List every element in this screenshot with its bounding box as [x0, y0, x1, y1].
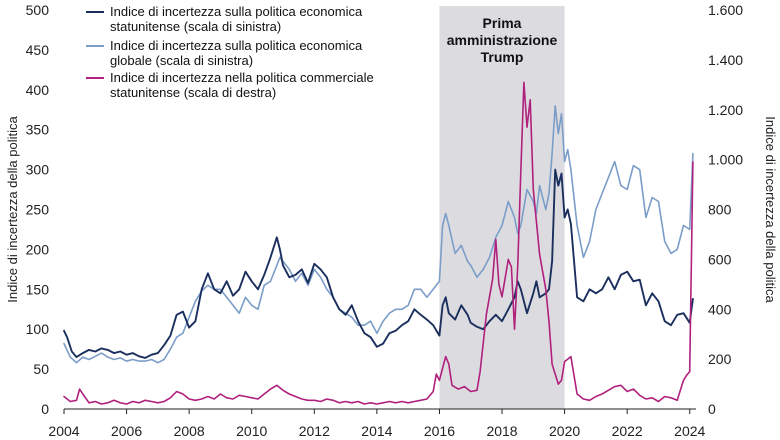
- y-right-tick-label: 1.400: [708, 52, 743, 68]
- y-left-tick-label: 50: [33, 361, 49, 377]
- trump-administration-band: [439, 6, 565, 409]
- legend-label: Indice di incertezza sulla politica econ…: [110, 4, 363, 19]
- x-tick-label: 2012: [299, 423, 330, 439]
- legend-label: Indice di incertezza sulla politica econ…: [110, 38, 363, 53]
- shaded-region-label: Prima: [483, 15, 522, 31]
- y-left-tick-label: 350: [26, 122, 50, 138]
- y-right-tick-label: 0: [708, 401, 716, 417]
- x-tick-label: 2020: [549, 423, 580, 439]
- y-right-tick-label: 400: [708, 301, 732, 317]
- axis-layer: 2004 2006 2008 2010 2012 2014 2016 2018 2020 2022…: [5, 2, 778, 439]
- x-tick-label: 2014: [361, 423, 392, 439]
- y-right-axis-title: Indice di incertezza della politica: [763, 116, 778, 303]
- x-tick-label: 2006: [111, 423, 142, 439]
- y-left-axis-title: Indice di incertezza della politica: [5, 116, 20, 303]
- legend: Indice di incertezza sulla politica econ…: [86, 4, 374, 100]
- y-right-tick-label: 800: [708, 202, 732, 218]
- legend-label: statunitense (scala di destra): [110, 85, 276, 100]
- y-right-tick-label: 600: [708, 251, 732, 267]
- y-right-tick-label: 1.600: [708, 2, 743, 18]
- series-line-1: [63, 105, 694, 364]
- legend-label: globale (scala di sinistra): [110, 53, 253, 68]
- shaded-region-label: amministrazione: [447, 32, 558, 48]
- x-tick-label: 2024: [674, 423, 705, 439]
- series-line-2: [63, 81, 694, 405]
- y-left-tick-label: 100: [26, 321, 50, 337]
- legend-label: Indice di incertezza nella politica comm…: [110, 70, 374, 85]
- x-tick-label: 2016: [424, 423, 455, 439]
- y-left-tick-label: 300: [26, 162, 50, 178]
- x-tick-label: 2008: [174, 423, 205, 439]
- x-tick-label: 2004: [48, 423, 79, 439]
- y-left-tick-label: 400: [26, 82, 50, 98]
- y-left-tick-label: 150: [26, 281, 50, 297]
- y-left-tick-label: 450: [26, 42, 50, 58]
- x-tick-label: 2010: [236, 423, 267, 439]
- y-right-tick-label: 1.200: [708, 102, 743, 118]
- y-left-tick-label: 250: [26, 202, 50, 218]
- shaded-region-label: Trump: [481, 49, 524, 65]
- series-layer: [63, 81, 694, 405]
- x-tick-label: 2018: [486, 423, 517, 439]
- series-line-0: [63, 168, 694, 359]
- y-right-tick-label: 1.000: [708, 152, 743, 168]
- y-left-tick-label: 500: [26, 2, 50, 18]
- legend-label: statunitense (scala di sinistra): [110, 19, 281, 34]
- x-tick-label: 2022: [612, 423, 643, 439]
- y-right-tick-label: 200: [708, 351, 732, 367]
- y-left-tick-label: 0: [41, 401, 49, 417]
- y-left-tick-label: 200: [26, 241, 50, 257]
